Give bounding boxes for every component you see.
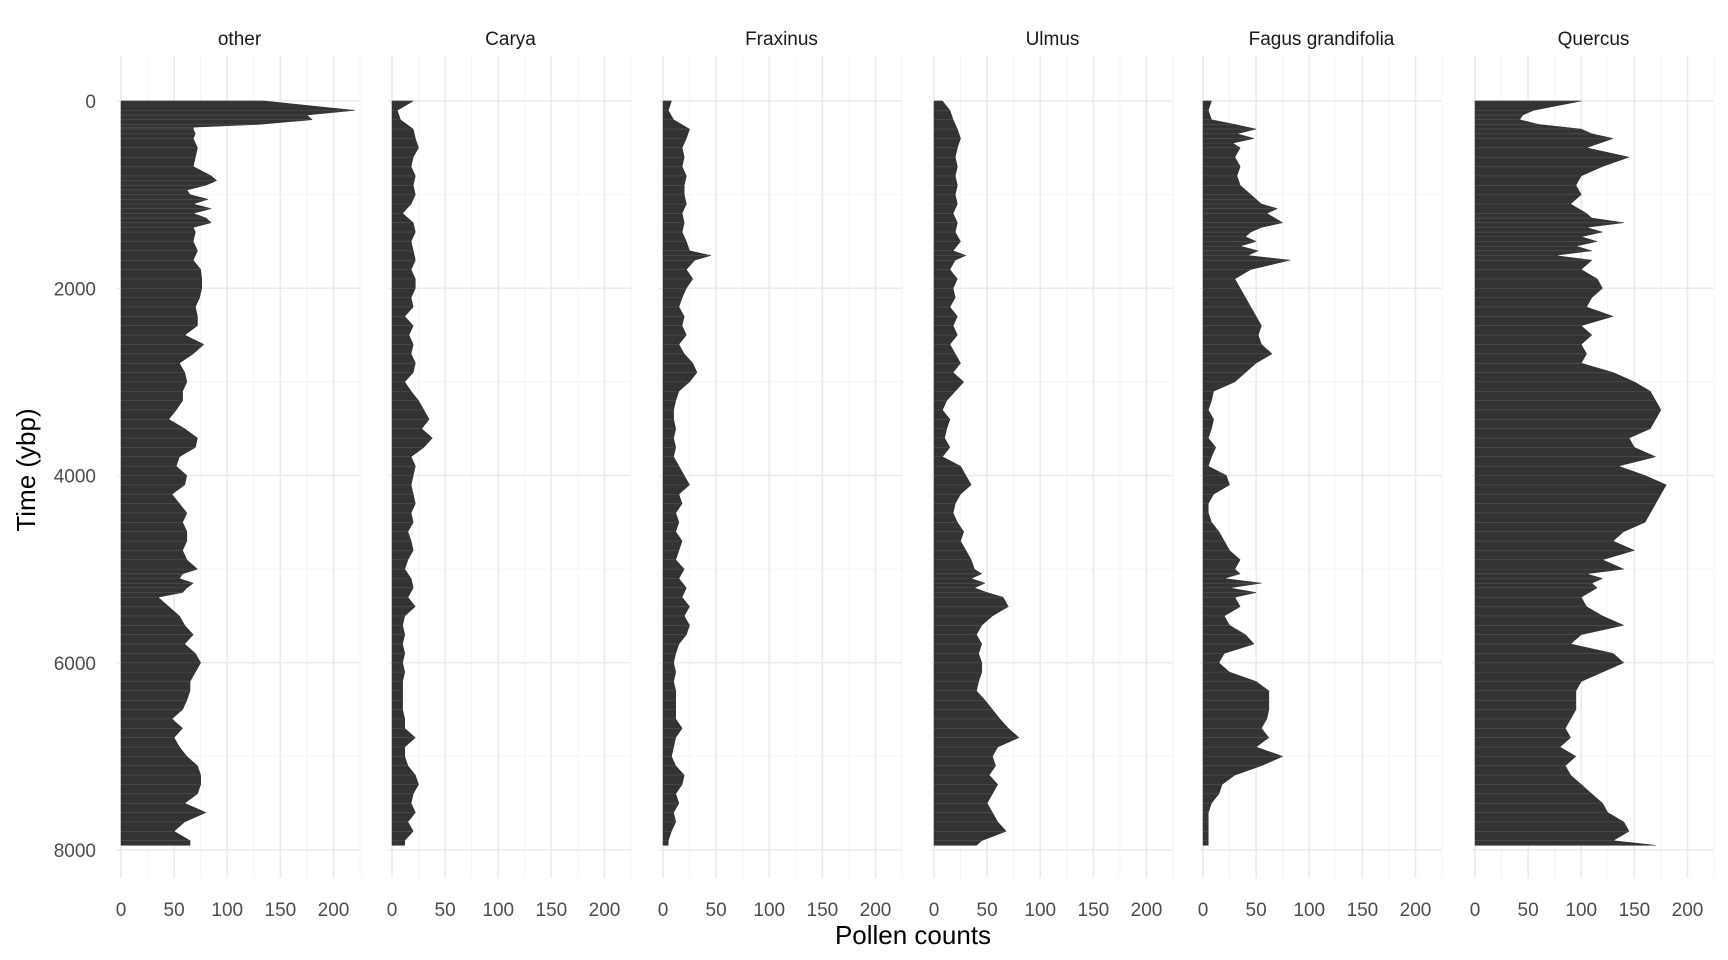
x-tick-label: 50 [1246,900,1267,921]
x-tick-label: 100 [482,900,514,921]
x-tick-label: 50 [1518,900,1539,921]
x-tick-label: 100 [1565,900,1597,921]
x-tick-label: 150 [265,900,297,921]
x-axis-title: Pollen counts [835,920,991,950]
pollen-area-0 [120,100,355,846]
x-tick-label: 0 [1470,900,1481,921]
facet-title: Carya [485,29,536,50]
x-tick-label: 200 [1400,900,1432,921]
x-tick-label: 200 [860,900,892,921]
x-tick-label: 0 [116,900,127,921]
facet-panel-3: Ulmus 0 50 100 150 200 [929,29,1174,921]
x-tick-label: 0 [1198,900,1209,921]
x-tick-label: 150 [536,900,568,921]
x-tick-label: 200 [1131,900,1163,921]
facet-title: other [218,29,262,50]
facet-panel-5: Quercus 0 50 100 150 200 [1470,29,1715,921]
x-tick-label: 150 [1619,900,1651,921]
x-tick-label: 50 [706,900,727,921]
pollen-area-2 [662,100,711,846]
facet-title: Fraxinus [745,29,818,50]
x-tick-label: 200 [318,900,350,921]
pollen-area-3 [933,100,1020,846]
x-tick-label: 0 [929,900,940,921]
x-tick-label: 100 [753,900,785,921]
x-tick-label: 50 [164,900,185,921]
pollen-area-4 [1202,100,1291,846]
y-tick-label: 4000 [54,467,96,488]
x-tick-label: 100 [1024,900,1056,921]
facet-panel-1: Carya 0 50 100 150 200 [387,29,632,921]
x-tick-label: 100 [1293,900,1325,921]
pollen-area-1 [391,100,433,846]
y-axis: 0 2000 4000 6000 8000 [54,92,96,862]
y-tick-label: 2000 [54,279,96,300]
facet-panel-2: Fraxinus 0 50 100 150 200 [658,29,903,921]
y-axis-title: Time (ybp) [11,408,41,531]
pollen-area-5 [1474,100,1667,846]
x-tick-label: 150 [1347,900,1379,921]
x-tick-label: 200 [589,900,621,921]
x-tick-label: 150 [1078,900,1110,921]
x-tick-label: 0 [658,900,669,921]
x-tick-label: 150 [807,900,839,921]
facet-title: Ulmus [1026,29,1080,50]
facet-panel-4: Fagus grandifolia 0 50 100 150 200 [1198,29,1443,921]
x-tick-label: 50 [977,900,998,921]
x-tick-label: 200 [1672,900,1704,921]
x-tick-label: 50 [435,900,456,921]
y-tick-label: 8000 [54,841,96,862]
y-tick-label: 0 [85,92,96,113]
facet-title: Quercus [1558,29,1630,50]
facet-title: Fagus grandifolia [1249,29,1395,50]
x-tick-label: 0 [387,900,398,921]
x-tick-label: 100 [211,900,243,921]
facet-panel-0: other 0 50 100 150 200 [116,29,361,921]
y-tick-label: 6000 [54,654,96,675]
